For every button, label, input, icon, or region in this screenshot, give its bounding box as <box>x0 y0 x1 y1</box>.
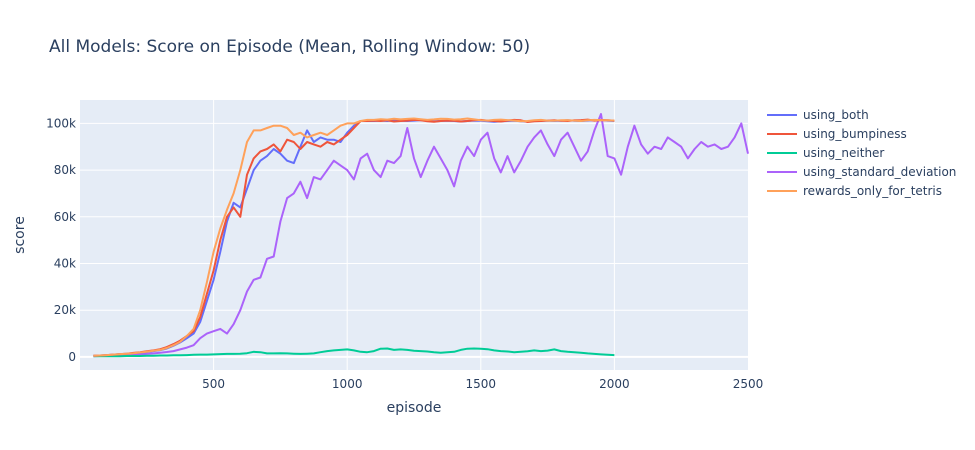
legend-label: using_standard_deviation <box>803 165 956 179</box>
y-tick-label: 80k <box>54 163 76 177</box>
legend-item-using-both[interactable]: using_both <box>767 108 869 122</box>
legend-item-using-neither[interactable]: using_neither <box>767 146 884 160</box>
legend[interactable]: using_both using_bumpiness using_neitherus… <box>767 108 956 198</box>
y-axis-label: score <box>12 216 28 254</box>
y-tick-label: 60k <box>54 210 76 224</box>
y-tick-label: 40k <box>54 256 76 270</box>
series-lines <box>93 113 749 358</box>
x-axis-label: episode <box>387 400 442 416</box>
y-axis-ticks: 0 20k 40k 60k 80k 100k <box>46 116 76 364</box>
legend-label: using_both <box>803 108 869 122</box>
x-axis-ticks: 500 1000 1500 2000 2500 <box>202 377 763 391</box>
x-tick-label: 1500 <box>466 377 497 391</box>
x-tick-label: 500 <box>202 377 225 391</box>
x-tick-label: 2000 <box>599 377 630 391</box>
legend-label: using_neither <box>803 146 884 160</box>
legend-label: using_bumpiness <box>803 127 907 141</box>
y-tick-label: 0 <box>68 350 76 364</box>
y-tick-label: 20k <box>54 303 76 317</box>
grid <box>80 100 748 370</box>
legend-label: rewards_only_for_tetris <box>803 184 942 198</box>
series-line-rewards-only-for-tetris <box>93 117 615 357</box>
y-tick-label: 100k <box>46 116 76 130</box>
legend-item-using-standard-deviation[interactable]: using_standard_deviation <box>767 165 956 179</box>
chart-title: All Models: Score on Episode (Mean, Roll… <box>49 37 530 57</box>
x-tick-label: 2500 <box>733 377 764 391</box>
legend-item-using-bumpiness[interactable]: using_bumpiness <box>767 127 907 141</box>
x-tick-label: 1000 <box>332 377 363 391</box>
legend-item-rewards-only-for-tetris[interactable]: rewards_only_for_tetris <box>767 184 942 198</box>
series-line-using-standard-deviation <box>93 113 749 358</box>
plot-background <box>80 100 748 370</box>
series-line-using-neither <box>93 347 615 358</box>
